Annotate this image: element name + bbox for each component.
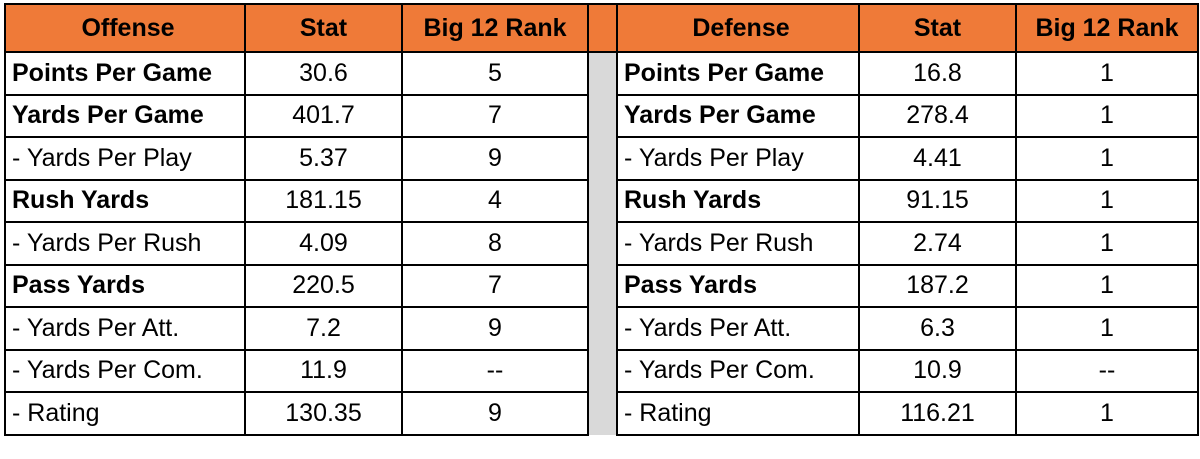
offense-stat-cell: 220.5 (244, 263, 403, 308)
defense-rank-cell: 1 (1015, 178, 1199, 223)
offense-label-cell: Pass Yards (4, 263, 246, 308)
defense-rank-cell: 1 (1015, 136, 1199, 181)
defense-stat-cell: 91.15 (858, 178, 1017, 223)
defense-stat-cell: 4.41 (858, 136, 1017, 181)
offense-label-cell: - Yards Per Play (4, 136, 246, 181)
defense-label-cell: - Yards Per Play (616, 136, 860, 181)
offense-rank-cell: 8 (401, 221, 589, 266)
header-row: Offense Stat Big 12 Rank Defense Stat Bi… (4, 3, 1199, 53)
table-row: Pass Yards 220.5 7 Pass Yards 187.2 1 (4, 263, 1199, 308)
offense-rank-cell: 5 (401, 51, 589, 96)
offense-stat-cell: 4.09 (244, 221, 403, 266)
offense-label-cell: - Yards Per Att. (4, 306, 246, 351)
offense-stat-cell: 181.15 (244, 178, 403, 223)
offense-label-cell: - Yards Per Rush (4, 221, 246, 266)
defense-stat-cell: 6.3 (858, 306, 1017, 351)
offense-stat-cell: 130.35 (244, 391, 403, 436)
defense-stat-cell: 278.4 (858, 93, 1017, 138)
defense-stat-cell: 187.2 (858, 263, 1017, 308)
defense-label-cell: - Yards Per Rush (616, 221, 860, 266)
table-row: - Yards Per Play 5.37 9- Yards Per Play 4.4… (4, 136, 1199, 181)
offense-stat-cell: 11.9 (244, 348, 403, 393)
offense-header: Offense (4, 3, 246, 53)
defense-rank-header: Big 12 Rank (1015, 3, 1199, 53)
offense-label-cell: Yards Per Game (4, 93, 246, 138)
defense-label-cell: Rush Yards (616, 178, 860, 223)
stats-table: Offense Stat Big 12 Rank Defense Stat Bi… (4, 3, 1199, 436)
defense-rank-cell: -- (1015, 348, 1199, 393)
table-row: - Yards Per Att. 7.2 9- Yards Per Att. 6.3 1 (4, 306, 1199, 351)
divider-cell (587, 222, 618, 265)
defense-stat-cell: 10.9 (858, 348, 1017, 393)
offense-rank-header: Big 12 Rank (401, 3, 589, 53)
offense-rank-cell: 9 (401, 391, 589, 436)
offense-rank-cell: 4 (401, 178, 589, 223)
defense-label-cell: Pass Yards (616, 263, 860, 308)
offense-rank-cell: 9 (401, 136, 589, 181)
divider-cell (587, 264, 618, 307)
defense-rank-cell: 1 (1015, 263, 1199, 308)
defense-rank-cell: 1 (1015, 391, 1199, 436)
defense-stat-cell: 116.21 (858, 391, 1017, 436)
defense-stat-cell: 2.74 (858, 221, 1017, 266)
divider-cell (587, 307, 618, 350)
defense-rank-cell: 1 (1015, 306, 1199, 351)
divider-cell (587, 94, 618, 137)
table-row: - Yards Per Rush 4.09 8- Yards Per Rush 2.7… (4, 221, 1199, 266)
table-row: Yards Per Game 401.7 7 Yards Per Game 278.4 1 (4, 93, 1199, 138)
offense-rank-cell: 9 (401, 306, 589, 351)
offense-stat-header: Stat (244, 3, 403, 53)
table-row: - Rating 130.35 9- Rating 116.21 1 (4, 391, 1199, 436)
table-row: Points Per Game 30.6 5 Points Per Game 16.8 1 (4, 51, 1199, 96)
offense-rank-cell: 7 (401, 93, 589, 138)
offense-rank-cell: 7 (401, 263, 589, 308)
defense-label-cell: - Yards Per Att. (616, 306, 860, 351)
divider-cell (587, 349, 618, 392)
table-row: - Yards Per Com. 11.9 -- - Yards Per Com. 10… (4, 348, 1199, 393)
defense-stat-cell: 16.8 (858, 51, 1017, 96)
defense-header: Defense (616, 3, 860, 53)
divider-cell (587, 392, 618, 435)
divider-cell (587, 179, 618, 222)
table-row: Rush Yards 181.15 4 Rush Yards 91.15 1 (4, 178, 1199, 223)
offense-rank-cell: -- (401, 348, 589, 393)
offense-stat-cell: 7.2 (244, 306, 403, 351)
defense-stat-header: Stat (858, 3, 1017, 53)
divider-header (587, 3, 618, 53)
defense-label-cell: - Rating (616, 391, 860, 436)
defense-label-cell: Yards Per Game (616, 93, 860, 138)
defense-label-cell: Points Per Game (616, 51, 860, 96)
offense-label-cell: Points Per Game (4, 51, 246, 96)
offense-label-cell: - Yards Per Com. (4, 348, 246, 393)
divider-cell (587, 137, 618, 180)
offense-label-cell: Rush Yards (4, 178, 246, 223)
offense-stat-cell: 5.37 (244, 136, 403, 181)
divider-cell (587, 52, 618, 95)
offense-label-cell: - Rating (4, 391, 246, 436)
defense-label-cell: - Yards Per Com. (616, 348, 860, 393)
defense-rank-cell: 1 (1015, 93, 1199, 138)
offense-stat-cell: 401.7 (244, 93, 403, 138)
defense-rank-cell: 1 (1015, 221, 1199, 266)
offense-stat-cell: 30.6 (244, 51, 403, 96)
defense-rank-cell: 1 (1015, 51, 1199, 96)
